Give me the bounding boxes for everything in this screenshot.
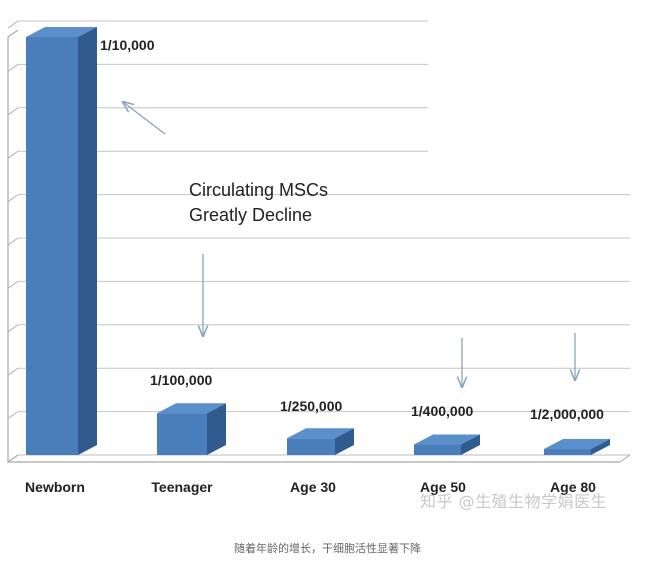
gridlines xyxy=(7,20,630,420)
bar-age-80 xyxy=(544,449,591,455)
data-label-age-80: 1/2,000,000 xyxy=(530,406,604,422)
x-tick-teenager: Teenager xyxy=(151,479,213,495)
x-tick-newborn: Newborn xyxy=(25,479,85,495)
bar-top-newborn xyxy=(26,27,97,37)
bar-side-age-80 xyxy=(591,439,610,455)
bars xyxy=(26,27,610,455)
bar-top-age-30 xyxy=(287,428,354,439)
bar-age-50 xyxy=(414,444,461,455)
bar-top-age-80 xyxy=(544,439,610,449)
bar-top-age-50 xyxy=(414,434,480,445)
bar-side-age-50 xyxy=(461,434,480,455)
gridline-wall xyxy=(7,63,19,72)
figure-caption: 随着年龄的增长，干细胞活性显著下降 xyxy=(234,542,421,555)
gridline-wall xyxy=(7,280,19,289)
bar-top-teenager xyxy=(157,403,226,414)
gridline-wall xyxy=(7,20,19,29)
bar-chart: 1/10,000 1/100,000 1/250,000 1/400,000 1… xyxy=(7,20,631,495)
gridline-wall xyxy=(7,324,19,333)
x-tick-age-80: Age 80 xyxy=(550,479,596,495)
annotation-line-1: Circulating MSCs xyxy=(189,180,328,200)
gridline-wall xyxy=(7,150,19,159)
arrow-to-newborn xyxy=(123,102,166,135)
gridline-wall xyxy=(7,411,19,420)
x-tick-age-30: Age 30 xyxy=(290,479,336,495)
data-labels: 1/10,000 1/100,000 1/250,000 1/400,000 1… xyxy=(100,37,604,422)
gridline-wall xyxy=(7,237,19,246)
annotation: Circulating MSCs Greatly Decline xyxy=(189,180,328,225)
x-tick-age-50: Age 50 xyxy=(420,479,466,495)
data-label-newborn: 1/10,000 xyxy=(100,37,155,53)
gridline-wall xyxy=(7,107,19,116)
annotation-line-2: Greatly Decline xyxy=(189,205,312,225)
arrows xyxy=(123,102,575,387)
gridline-wall xyxy=(7,194,19,203)
bar-age-30 xyxy=(287,438,335,455)
gridline-wall xyxy=(7,367,19,376)
data-label-age-50: 1/400,000 xyxy=(411,403,473,419)
bar-newborn xyxy=(26,37,78,455)
bar-side-teenager xyxy=(207,403,226,455)
x-tick-labels: Newborn Teenager Age 30 Age 50 Age 80 xyxy=(25,479,596,495)
bar-side-newborn xyxy=(78,27,97,455)
data-label-age-30: 1/250,000 xyxy=(280,398,342,414)
bar-side-age-30 xyxy=(335,428,354,455)
bar-teenager xyxy=(157,413,207,455)
data-label-teenager: 1/100,000 xyxy=(150,372,212,388)
watermark: 知乎 @生殖生物学娟医生 xyxy=(420,492,608,511)
